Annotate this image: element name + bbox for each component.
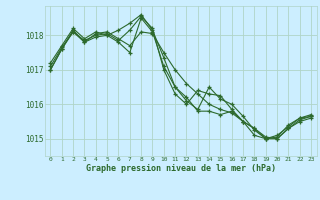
X-axis label: Graphe pression niveau de la mer (hPa): Graphe pression niveau de la mer (hPa) — [86, 164, 276, 173]
